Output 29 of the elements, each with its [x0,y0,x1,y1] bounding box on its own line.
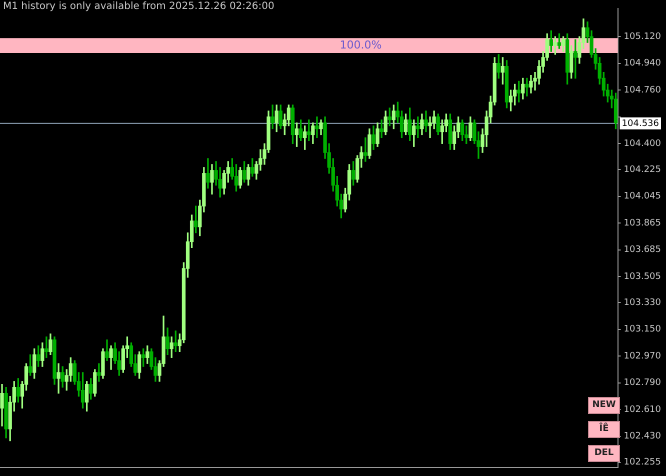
annotation: NEW [588,397,620,414]
candlestick [44,336,48,358]
candlestick [380,120,384,138]
ref-line-label: 104.536 [622,118,660,129]
band-label: 100.0% [340,38,382,52]
annotation: DEL [588,445,620,462]
candlestick [315,116,319,138]
y-tick-label: 104.760 [624,85,662,96]
y-tick-label: 103.330 [624,298,662,308]
y-tick-label: 104.940 [624,58,662,69]
annotation: M1 history is only available from 2025.12.26 02:26:00 [3,1,274,12]
y-tick-label: 102.255 [624,458,661,468]
y-tick-label: 104.045 [624,192,661,202]
y-tick-label: 102.790 [624,378,662,388]
y-tick-label: 105.120 [624,32,662,42]
y-tick-label: 103.150 [624,324,662,335]
y-tick-label: 102.430 [624,432,662,442]
y-tick-label: 104.400 [624,138,662,149]
y-tick-label: 102.970 [624,351,662,362]
y-tick-label: 103.865 [624,218,661,228]
y-tick-label: 103.685 [624,245,661,256]
candlestick [525,78,529,96]
y-tick-label: 103.505 [624,272,661,282]
candlestick [56,363,60,394]
annotation: ÎÊ [588,421,620,438]
candlestick [364,137,368,162]
candlestick [97,363,101,382]
y-tick-label: 104.225 [624,164,661,175]
y-tick-label: 102.610 [624,404,662,415]
